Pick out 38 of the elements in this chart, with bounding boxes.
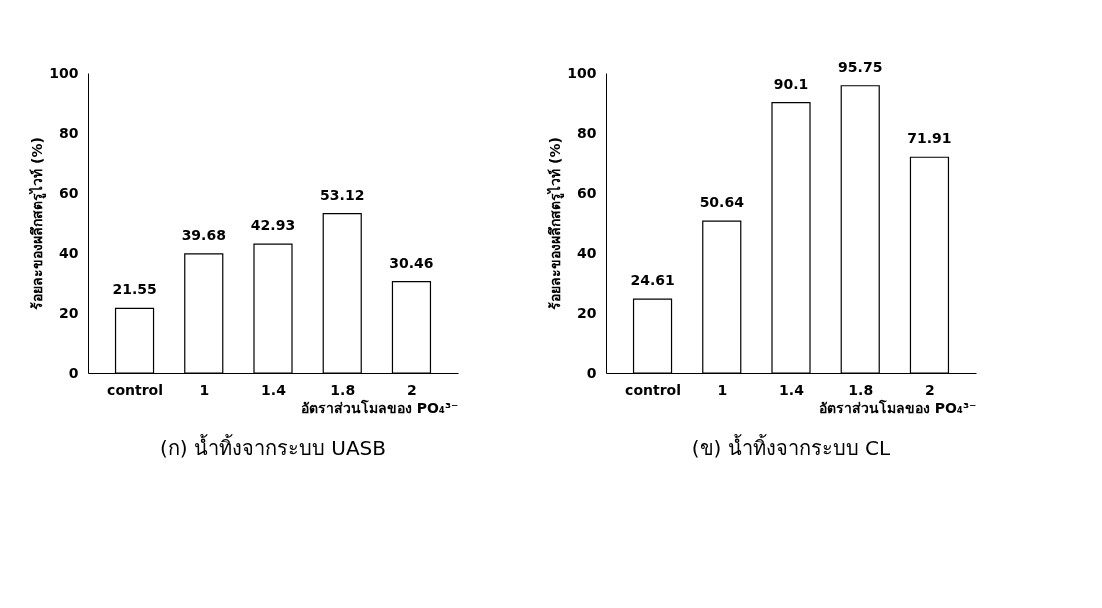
y-tick-label: 20 [577,304,597,321]
y-tick-label: 0 [68,364,79,381]
text: (ข) น้ำทิ้งจากระบบ CL [691,434,892,460]
x-axis-title: อัตราส่วนโมลของ PO₄³⁻ [300,398,459,416]
x-tick-label: 1 [199,381,210,398]
x-tick-label: 2 [925,381,935,398]
y-tick-label: 20 [59,304,79,321]
x-tick-label: 1.8 [330,381,356,398]
y-tick-label: 100 [567,64,597,81]
x-tick-label: 2 [407,381,417,398]
data-label: 42.93 [250,217,296,234]
data-label: 90.1 [773,75,809,92]
x-tick-label: 1.8 [848,381,874,398]
y-tick-label: 60 [59,184,79,201]
x-tick-label: control [107,381,163,398]
x-tick-label: 1.4 [779,381,805,398]
y-tick-label: 40 [577,244,597,261]
data-label: 50.64 [699,194,745,211]
data-label: 39.68 [181,226,226,243]
text: (ก) น้ำทิ้งจากระบบ UASB [159,434,387,460]
data-label: 71.91 [907,130,952,147]
y-tick-label: 80 [59,124,79,141]
y-tick-label: 100 [49,64,79,81]
data-label: 24.61 [630,272,675,289]
data-label: 53.12 [320,186,365,203]
data-label: 21.55 [112,281,157,298]
x-tick-label: 1.4 [261,381,287,398]
x-axis-title: อัตราส่วนโมลของ PO₄³⁻ [818,398,977,416]
y-axis-title: ร้อยละของผลึกสตรูไวท์ (%) [28,137,47,310]
data-label: 30.46 [389,254,434,271]
y-tick-label: 0 [586,364,597,381]
x-tick-label: control [625,381,681,398]
y-tick-label: 80 [577,124,597,141]
y-tick-label: 60 [577,184,597,201]
y-tick-label: 40 [59,244,79,261]
x-tick-label: 1 [717,381,728,398]
data-label: 95.75 [838,58,883,75]
y-axis-title: ร้อยละของผลึกสตรูไวท์ (%) [546,137,565,310]
